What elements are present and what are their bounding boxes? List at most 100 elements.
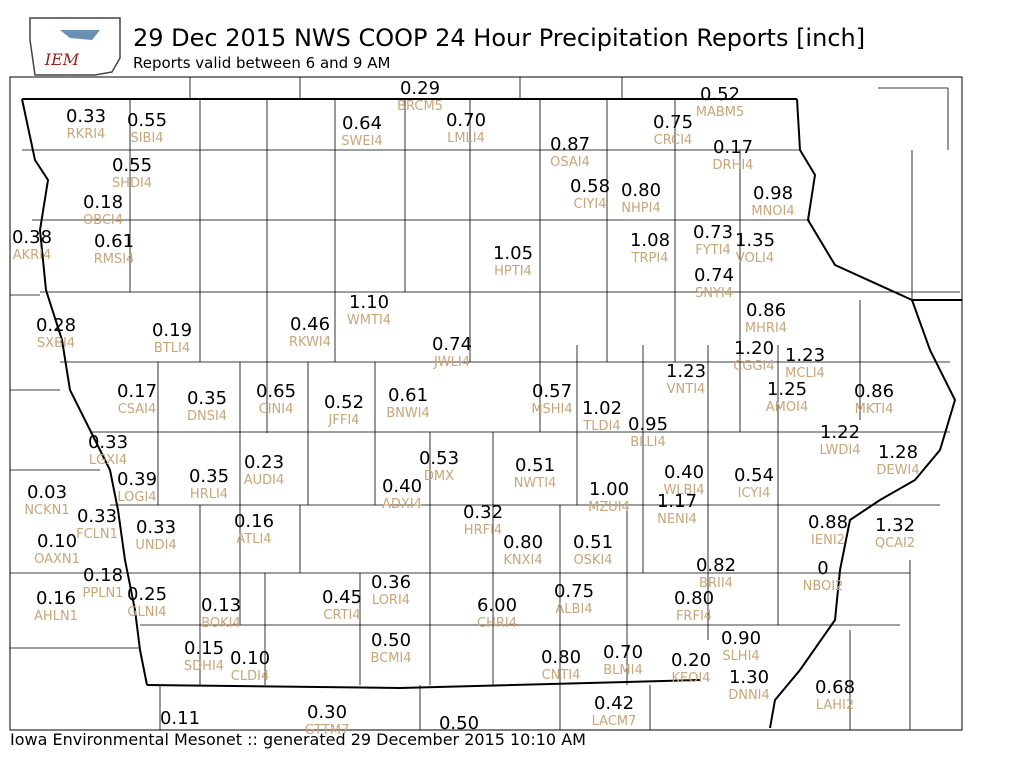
- state-borders: [21, 98, 962, 729]
- station-value: 0.74: [432, 334, 472, 355]
- station-id: CNTI4: [542, 668, 581, 683]
- station-id: DNNI4: [728, 688, 770, 703]
- station-value: 0.50: [439, 713, 479, 734]
- station-value: 0.35: [189, 466, 229, 487]
- station-value: 0.65: [256, 381, 296, 402]
- station-id: SDHI4: [184, 659, 224, 674]
- station-value: 1.05: [493, 243, 533, 264]
- station-id: MCLI4: [785, 366, 825, 381]
- station-id: MZUI4: [588, 500, 630, 515]
- station-id: AHLN1: [34, 609, 78, 624]
- station-id: CGGI4: [733, 359, 774, 374]
- station-id: GLNI4: [127, 605, 166, 620]
- station-id: NCKN1: [24, 503, 69, 518]
- station-id: WLBI4: [663, 483, 704, 498]
- station-id: AUDI4: [244, 473, 285, 488]
- station-value: 0.51: [573, 532, 613, 553]
- station-value: 0.25: [127, 584, 167, 605]
- station-id: OBCI4: [83, 213, 123, 228]
- station-id: NENI4: [657, 512, 697, 527]
- station-value: 0.51: [515, 455, 555, 476]
- station-id: OSAI4: [550, 155, 590, 170]
- station-value: 0.16: [234, 511, 274, 532]
- station-id: BTLI4: [154, 341, 190, 356]
- station-value: 0.15: [184, 638, 224, 659]
- station-value: 0.28: [36, 315, 76, 336]
- station-id: CSAI4: [118, 402, 157, 417]
- station-value: 0.20: [671, 650, 711, 671]
- station-value: 0.17: [713, 137, 753, 158]
- station-value: 0.33: [136, 517, 176, 538]
- station-id: NHPI4: [621, 201, 660, 216]
- station-id: SLHI4: [722, 649, 759, 664]
- station-id: KEOI4: [671, 671, 710, 686]
- station-value: 1.23: [785, 345, 825, 366]
- station-id: KNXI4: [503, 553, 542, 568]
- station-value: 0.33: [88, 432, 128, 453]
- station-id: MNOI4: [751, 204, 794, 219]
- station-id: ADXI4: [382, 497, 422, 512]
- station-value: 0.86: [854, 381, 894, 402]
- logo-text: IEM: [44, 50, 80, 69]
- station-value: 0.70: [603, 642, 643, 663]
- station-id: WMTI4: [347, 313, 391, 328]
- station-value: 0.74: [694, 265, 734, 286]
- station-id: TLDI4: [582, 419, 620, 434]
- station-id: NBOI2: [803, 579, 844, 594]
- station-value: 0.75: [554, 581, 594, 602]
- station-id: UNDI4: [135, 538, 176, 553]
- station-id: BLLI4: [630, 435, 666, 450]
- station-value: 0.98: [753, 183, 793, 204]
- station-id: DEWI4: [876, 463, 919, 478]
- station-value: 0.16: [36, 588, 76, 609]
- station-value: 0.55: [112, 155, 152, 176]
- station-id: SHDI4: [112, 176, 152, 191]
- station-id: LMLI4: [447, 131, 485, 146]
- station-id: SWEI4: [341, 134, 382, 149]
- station-id: AMOI4: [766, 400, 808, 415]
- station-value: 0.86: [746, 300, 786, 321]
- station-value: 0.61: [388, 385, 428, 406]
- title: 29 Dec 2015 NWS COOP 24 Hour Precipitati…: [133, 24, 865, 52]
- station-id: DNSI4: [187, 409, 227, 424]
- station-value: 0.35: [187, 388, 227, 409]
- station-id: TRPI4: [631, 251, 669, 266]
- station-id: BOKI4: [201, 616, 241, 631]
- station-id: DMX: [424, 469, 454, 484]
- station-id: ALBI4: [555, 602, 592, 617]
- station-value: 1.28: [878, 442, 918, 463]
- station-value: 0.40: [382, 476, 422, 497]
- station-value: 0.75: [653, 112, 693, 133]
- station-id: LORI4: [372, 593, 410, 608]
- station-id: VOLI4: [736, 251, 774, 266]
- station-id: CIYI4: [574, 197, 607, 212]
- station-id: MKTI4: [855, 402, 894, 417]
- station-id: IENI2: [811, 533, 845, 548]
- station-value: 0.64: [342, 113, 382, 134]
- station-value: 0.88: [808, 512, 848, 533]
- station-value: 1.08: [630, 230, 670, 251]
- station-id: LGXI4: [89, 453, 127, 468]
- station-id: RKWI4: [289, 335, 331, 350]
- station-id: ATLI4: [236, 532, 271, 547]
- station-value: 0.38: [12, 227, 52, 248]
- station-value: 6.00: [477, 595, 517, 616]
- station-value: 0.82: [696, 555, 736, 576]
- station-id: BRII4: [699, 576, 733, 591]
- station-id: JFFI4: [328, 413, 360, 428]
- station-id: HRLI4: [190, 487, 228, 502]
- station-value: 0.61: [94, 231, 134, 252]
- station-id: LAHI2: [816, 698, 854, 713]
- station-value: 0.40: [664, 462, 704, 483]
- station-value: 0.55: [127, 110, 167, 131]
- station-value: 1.20: [734, 338, 774, 359]
- station-value: 0.39: [117, 469, 157, 490]
- station-value: 0.42: [594, 693, 634, 714]
- station-id: CLDI4: [231, 669, 269, 684]
- station-id: BLMI4: [603, 663, 642, 678]
- subtitle: Reports valid between 6 and 9 AM: [133, 54, 390, 72]
- station-value: 0.33: [66, 106, 106, 127]
- station-id: RMSI4: [94, 252, 135, 267]
- station-id: MSHI4: [531, 402, 572, 417]
